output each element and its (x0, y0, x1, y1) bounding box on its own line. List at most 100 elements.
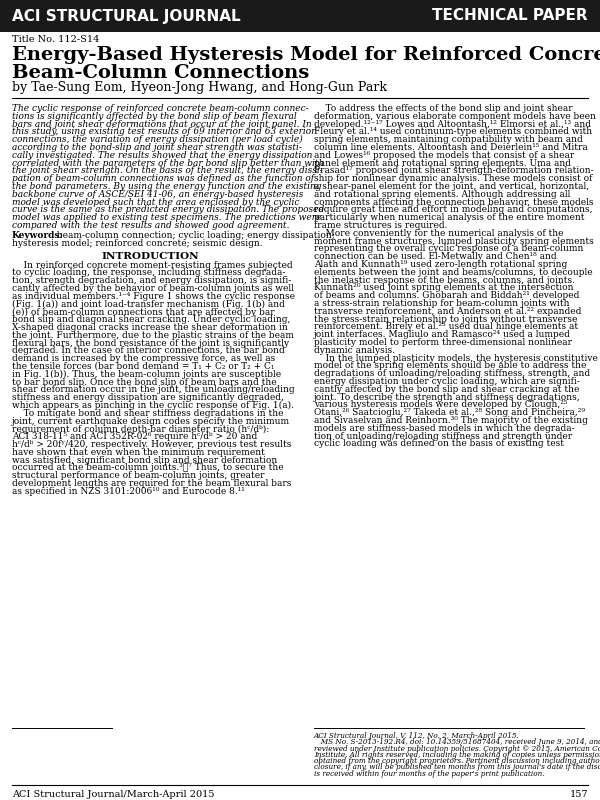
Text: deformation, various elaborate component models have been: deformation, various elaborate component… (314, 112, 596, 121)
Text: Fleury et al.¹⁴ used continuum-type elements combined with: Fleury et al.¹⁴ used continuum-type elem… (314, 127, 592, 136)
Text: curve is the same as the predicted energy dissipation. The proposed: curve is the same as the predicted energ… (12, 206, 324, 214)
Text: moment frame structures, lumped plasticity spring elements: moment frame structures, lumped plastici… (314, 237, 594, 246)
Text: panel element and rotational spring elements. Uma and: panel element and rotational spring elem… (314, 158, 571, 168)
Text: the tensile forces (bar bond demand = T₁ + C₂ or T₂ + C₁: the tensile forces (bar bond demand = T₁… (12, 362, 274, 371)
Text: ship for nonlinear dynamic analysis. These models consist of: ship for nonlinear dynamic analysis. The… (314, 174, 592, 183)
Text: hᶜ/dᵇ > 20fʸ/420, respectively. However, previous test results: hᶜ/dᵇ > 20fʸ/420, respectively. However,… (12, 440, 292, 449)
Text: cyclic loading was defined on the basis of existing test: cyclic loading was defined on the basis … (314, 439, 564, 449)
Text: Otani,²⁶ Saatcioglu,²⁷ Takeda et al.,²⁸ Song and Pincheira,²⁹: Otani,²⁶ Saatcioglu,²⁷ Takeda et al.,²⁸ … (314, 408, 585, 418)
Text: ACI STRUCTURAL JOURNAL: ACI STRUCTURAL JOURNAL (12, 9, 241, 23)
Text: in Fig. 1(b)). Thus, the beam-column joints are susceptible: in Fig. 1(b)). Thus, the beam-column joi… (12, 370, 281, 379)
Text: structural performance of beam-column joints, greater: structural performance of beam-column jo… (12, 471, 265, 480)
Text: connection can be used. El-Metwally and Chen¹⁸ and: connection can be used. El-Metwally and … (314, 252, 557, 262)
Text: as individual members.¹⁻⁴ Figure 1 shows the cyclic response: as individual members.¹⁻⁴ Figure 1 shows… (12, 292, 295, 301)
Text: tion of unloading/reloading stiffness and strength under: tion of unloading/reloading stiffness an… (314, 432, 572, 441)
Text: ACI Structural Journal/March-April 2015: ACI Structural Journal/March-April 2015 (12, 790, 215, 799)
Text: of beams and columns. Ghobarah and Biddah²¹ developed: of beams and columns. Ghobarah and Bidda… (314, 291, 580, 300)
Text: More conveniently for the numerical analysis of the: More conveniently for the numerical anal… (314, 229, 563, 238)
Text: cantly affected by the bond slip and shear cracking at the: cantly affected by the bond slip and she… (314, 385, 580, 394)
Text: Institute. All rights reserved, including the making of copies unless permission: Institute. All rights reserved, includin… (314, 751, 600, 759)
Text: Prasad¹⁷ proposed joint shear strength-deformation relation-: Prasad¹⁷ proposed joint shear strength-d… (314, 166, 593, 175)
Text: a stress-strain relationship for beam-column joints with: a stress-strain relationship for beam-co… (314, 299, 569, 308)
Text: to bar bond slip. Once the bond slip of beam bars and the: to bar bond slip. Once the bond slip of … (12, 378, 277, 386)
Text: MS No. S-2013-192.R4, doi: 10.14359/51687404, received June 9, 2014, and: MS No. S-2013-192.R4, doi: 10.14359/5168… (314, 738, 600, 746)
Text: To address the effects of the bond slip and joint shear: To address the effects of the bond slip … (314, 104, 572, 113)
Text: shear deformation occur in the joint, the unloading/reloading: shear deformation occur in the joint, th… (12, 386, 295, 394)
Text: elements between the joint and beams/columns, to decouple: elements between the joint and beams/col… (314, 268, 593, 277)
Text: the bond parameters. By using the energy function and the existing: the bond parameters. By using the energy… (12, 182, 322, 191)
Text: ACI 318-11⁵ and ACI 352R-02⁶ require hᶜ/dᵇ > 20 and: ACI 318-11⁵ and ACI 352R-02⁶ require hᶜ/… (12, 432, 257, 442)
Text: require great time and effort in modeling and computations,: require great time and effort in modelin… (314, 206, 593, 214)
Text: by Tae-Sung Eom, Hyeon-Jong Hwang, and Hong-Gun Park: by Tae-Sung Eom, Hyeon-Jong Hwang, and H… (12, 82, 387, 94)
Text: Kunnath²⁰ used joint spring elements at the intersection: Kunnath²⁰ used joint spring elements at … (314, 283, 574, 293)
Text: reviewed under Institute publication policies. Copyright © 2015, American Concre: reviewed under Institute publication pol… (314, 745, 600, 753)
Text: 157: 157 (569, 790, 588, 799)
Text: requirement of column depth-bar diameter ratio (hᶜ/dᵇ):: requirement of column depth-bar diameter… (12, 425, 269, 434)
Text: degraded. In the case of interior connections, the bar bond: degraded. In the case of interior connec… (12, 346, 285, 355)
Text: (e)) of beam-column connections that are affected by bar: (e)) of beam-column connections that are… (12, 307, 275, 317)
Text: to cyclic loading, the response, including stiffness degrada-: to cyclic loading, the response, includi… (12, 269, 286, 278)
Text: the stress-strain relationship to joints without transverse: the stress-strain relationship to joints… (314, 314, 577, 324)
Text: tion, strength degradation, and energy dissipation, is signifi-: tion, strength degradation, and energy d… (12, 276, 291, 286)
Text: joint, current earthquake design codes specify the minimum: joint, current earthquake design codes s… (12, 417, 290, 426)
Text: backbone curve of ASCE/SEI 41-06, an energy-based hysteresis: backbone curve of ASCE/SEI 41-06, an ene… (12, 190, 304, 199)
Text: hysteresis model; reinforced concrete; seismic design.: hysteresis model; reinforced concrete; s… (12, 238, 263, 248)
Text: this study, using existing test results of 69 interior and 63 exterior: this study, using existing test results … (12, 127, 316, 136)
Text: a shear-panel element for the joint, and vertical, horizontal,: a shear-panel element for the joint, and… (314, 182, 589, 191)
Text: The cyclic response of reinforced concrete beam-column connec-: The cyclic response of reinforced concre… (12, 104, 308, 113)
Text: developed.¹²⁻¹⁷ Lowes and Altoontash,¹² Elmorsi et al.,¹³ and: developed.¹²⁻¹⁷ Lowes and Altoontash,¹² … (314, 119, 591, 129)
Text: obtained from the copyright proprietors. Pertinent discussion including author's: obtained from the copyright proprietors.… (314, 757, 600, 765)
Text: pation of beam-column connections was defined as the function of: pation of beam-column connections was de… (12, 174, 314, 183)
Text: Energy-Based Hysteresis Model for Reinforced Concrete: Energy-Based Hysteresis Model for Reinfo… (12, 46, 600, 64)
Text: reinforcement. Birely et al.²³ used dual hinge elements at: reinforcement. Birely et al.²³ used dual… (314, 322, 578, 331)
Text: cantly affected by the behavior of beam-column joints as well: cantly affected by the behavior of beam-… (12, 284, 294, 293)
Text: model was applied to existing test specimens. The predictions were: model was applied to existing test speci… (12, 214, 322, 222)
Text: and rotational spring elements. Although addressing all: and rotational spring elements. Although… (314, 190, 571, 199)
Text: and Lowes¹⁶ proposed the models that consist of a shear: and Lowes¹⁶ proposed the models that con… (314, 150, 574, 160)
Text: degradations of unloading/reloading stiffness, strength, and: degradations of unloading/reloading stif… (314, 370, 590, 378)
Text: joint. To describe the strength and stiffness degradations,: joint. To describe the strength and stif… (314, 393, 581, 402)
Text: the joint shear strength. On the basis of the result, the energy dissi-: the joint shear strength. On the basis o… (12, 166, 323, 175)
Text: was satisfied, significant bond slip and shear deformation: was satisfied, significant bond slip and… (12, 456, 277, 465)
Bar (0, 0, 600, 32)
Text: models are stiffness-based models in which the degrada-: models are stiffness-based models in whi… (314, 424, 575, 433)
Text: X-shaped diagonal cracks increase the shear deformation in: X-shaped diagonal cracks increase the sh… (12, 323, 288, 332)
Text: To mitigate bond and shear stiffness degradations in the: To mitigate bond and shear stiffness deg… (12, 409, 284, 418)
Text: column line elements. Altoontash and Deierlein¹⁵ and Mitra: column line elements. Altoontash and Dei… (314, 143, 588, 152)
Text: have shown that even when the minimum requirement: have shown that even when the minimum re… (12, 448, 265, 457)
Text: is received within four months of the paper's print publication.: is received within four months of the pa… (314, 770, 545, 778)
Text: energy dissipation under cyclic loading, which are signifi-: energy dissipation under cyclic loading,… (314, 377, 580, 386)
Text: the joint. Furthermore, due to the plastic strains of the beam: the joint. Furthermore, due to the plast… (12, 331, 294, 340)
Text: (Fig. 1(a)) and joint load-transfer mechanism (Fig. 1(b) and: (Fig. 1(a)) and joint load-transfer mech… (12, 300, 285, 309)
Text: transverse reinforcement, and Anderson et al.²² expanded: transverse reinforcement, and Anderson e… (314, 307, 581, 316)
Text: demand is increased by the compressive force, as well as: demand is increased by the compressive f… (12, 354, 275, 363)
Text: In the lumped plasticity models, the hysteresis constitutive: In the lumped plasticity models, the hys… (314, 354, 598, 362)
Text: stiffness and energy dissipation are significantly degraded,: stiffness and energy dissipation are sig… (12, 394, 284, 402)
Text: representing the overall cyclic response of a beam-column: representing the overall cyclic response… (314, 245, 583, 254)
Text: In reinforced concrete moment-resisting frames subjected: In reinforced concrete moment-resisting … (12, 261, 293, 270)
Text: Keywords:: Keywords: (12, 231, 64, 240)
Text: and Sivaselvan and Reinhorn.³⁰ The majority of the existing: and Sivaselvan and Reinhorn.³⁰ The major… (314, 416, 588, 425)
Text: according to the bond-slip and joint shear strength was statisti-: according to the bond-slip and joint she… (12, 143, 302, 152)
Text: beam-column connection; cyclic loading; energy dissipation;: beam-column connection; cyclic loading; … (54, 231, 335, 240)
Text: which appears as pinching in the cyclic response of Fig. 1(a).: which appears as pinching in the cyclic … (12, 401, 294, 410)
Text: plasticity model to perform three-dimensional nonlinear: plasticity model to perform three-dimens… (314, 338, 572, 347)
Text: closure, if any, will be published ten months from this journal's date if the di: closure, if any, will be published ten m… (314, 763, 600, 771)
Text: as specified in NZS 3101:2006¹⁰ and Eurocode 8.¹¹: as specified in NZS 3101:2006¹⁰ and Euro… (12, 487, 245, 496)
Text: connections, the variation of energy dissipation (per load cycle): connections, the variation of energy dis… (12, 135, 303, 144)
Text: flexural bars, the bond resistance of the joint is significantly: flexural bars, the bond resistance of th… (12, 338, 289, 348)
Text: joint interfaces. Magliulo and Ramasco²⁴ used a lumped: joint interfaces. Magliulo and Ramasco²⁴… (314, 330, 571, 339)
Text: particularly when numerical analysis of the entire moment: particularly when numerical analysis of … (314, 214, 584, 222)
Text: INTRODUCTION: INTRODUCTION (101, 252, 199, 261)
Text: ACI Structural Journal, V. 112, No. 2, March-April 2015.: ACI Structural Journal, V. 112, No. 2, M… (314, 732, 520, 740)
Text: development lengths are required for the beam flexural bars: development lengths are required for the… (12, 479, 292, 488)
Text: various hysteresis models were developed by Clough,²⁵: various hysteresis models were developed… (314, 401, 568, 410)
Text: model was developed such that the area enclosed by the cyclic: model was developed such that the area e… (12, 198, 299, 206)
Text: Title No. 112-S14: Title No. 112-S14 (12, 35, 100, 45)
Text: bond slip and diagonal shear cracking. Under cyclic loading,: bond slip and diagonal shear cracking. U… (12, 315, 290, 324)
Text: bars and joint shear deformations that occur at the joint panel. In: bars and joint shear deformations that o… (12, 119, 311, 129)
Text: dynamic analysis.: dynamic analysis. (314, 346, 395, 355)
Text: components affecting the connection behavior, these models: components affecting the connection beha… (314, 198, 593, 206)
Text: frame structures is required.: frame structures is required. (314, 221, 448, 230)
Text: occurred at the beam-column joints.³‧⁷ Thus, to secure the: occurred at the beam-column joints.³‧⁷ T… (12, 463, 284, 473)
